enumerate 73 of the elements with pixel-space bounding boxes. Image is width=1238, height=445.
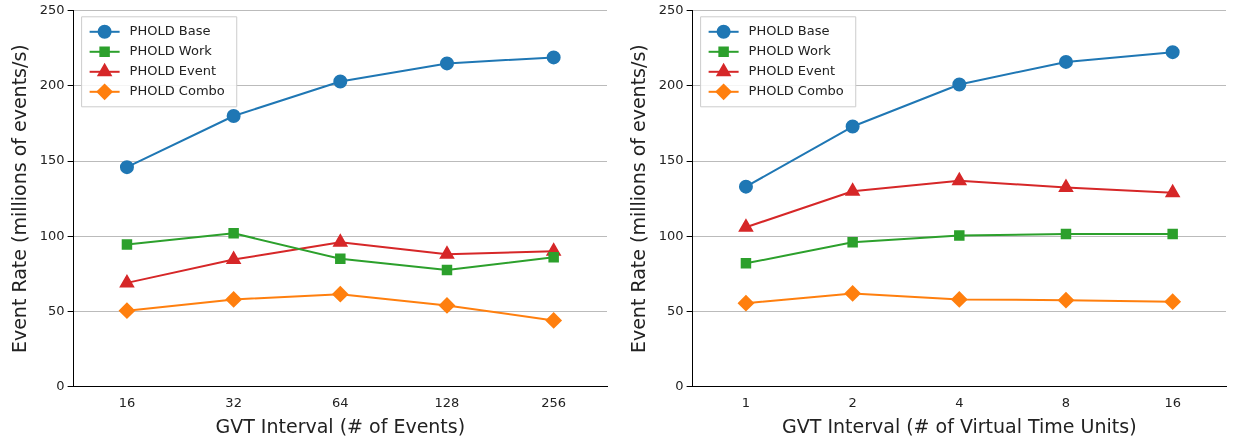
y-tick-label: 200 bbox=[658, 77, 684, 93]
x-tick-label: 256 bbox=[541, 394, 567, 410]
point bbox=[738, 179, 753, 194]
point bbox=[225, 291, 242, 308]
point bbox=[118, 302, 135, 319]
y-tick-label: 0 bbox=[56, 377, 65, 393]
y-axis-title: Event Rate (millions of events/s) bbox=[8, 44, 31, 354]
y-tick-label: 100 bbox=[39, 227, 65, 243]
legend-label: PHOLD Event bbox=[129, 63, 217, 79]
x-tick-label: 128 bbox=[434, 394, 460, 410]
y-tick-label: 150 bbox=[39, 152, 65, 168]
point bbox=[226, 109, 241, 124]
point bbox=[737, 295, 754, 312]
point bbox=[1057, 292, 1074, 309]
legend-label: PHOLD Event bbox=[748, 63, 836, 79]
point bbox=[951, 291, 968, 308]
y-tick-label: 0 bbox=[675, 377, 684, 393]
y-tick-label: 100 bbox=[658, 227, 684, 243]
point bbox=[332, 286, 349, 303]
x-tick-label: 16 bbox=[118, 394, 136, 410]
point bbox=[333, 74, 348, 89]
point bbox=[1167, 228, 1178, 240]
legend-label: PHOLD Base bbox=[129, 23, 211, 39]
y-tick-label: 50 bbox=[48, 302, 65, 318]
point bbox=[1058, 54, 1073, 69]
point bbox=[333, 234, 348, 247]
point bbox=[119, 160, 134, 175]
legend-label: PHOLD Combo bbox=[129, 83, 225, 99]
y-tick-label: 50 bbox=[667, 302, 684, 318]
legend-label: PHOLD Work bbox=[748, 43, 832, 59]
point bbox=[740, 258, 752, 269]
point bbox=[738, 219, 754, 232]
point bbox=[335, 253, 346, 265]
x-tick-label: 32 bbox=[225, 394, 242, 410]
point bbox=[439, 56, 454, 71]
x-tick-label: 2 bbox=[848, 394, 857, 410]
y-tick-label: 200 bbox=[39, 77, 65, 93]
x-axis-title: GVT Interval (# of Events) bbox=[215, 414, 466, 437]
point bbox=[845, 183, 860, 196]
legend-label: PHOLD Work bbox=[129, 43, 213, 59]
y-tick-label: 150 bbox=[658, 152, 684, 168]
point bbox=[845, 119, 860, 134]
legend-label: PHOLD Combo bbox=[748, 83, 844, 99]
x-tick-label: 64 bbox=[332, 394, 349, 410]
x-tick-label: 16 bbox=[1164, 394, 1181, 410]
point bbox=[1165, 184, 1180, 198]
point bbox=[121, 239, 133, 250]
point bbox=[952, 172, 967, 186]
legend-label: PHOLD Base bbox=[748, 23, 830, 39]
point bbox=[1058, 179, 1074, 192]
x-tick-label: 1 bbox=[741, 394, 751, 410]
y-axis-title: Event Rate (millions of events/s) bbox=[627, 44, 650, 354]
point bbox=[548, 252, 559, 263]
point bbox=[844, 285, 861, 302]
point bbox=[1165, 45, 1180, 60]
point bbox=[546, 50, 561, 65]
point bbox=[954, 230, 965, 241]
x-tick-label: 8 bbox=[1061, 394, 1071, 410]
point bbox=[439, 246, 455, 259]
point bbox=[119, 274, 135, 288]
point bbox=[545, 312, 562, 329]
point bbox=[1164, 293, 1181, 310]
point bbox=[228, 228, 239, 239]
point bbox=[847, 237, 858, 248]
x-axis-title: GVT Interval (# of Virtual Time Units) bbox=[782, 414, 1137, 437]
y-tick-label: 250 bbox=[39, 2, 65, 18]
point bbox=[952, 77, 967, 92]
y-tick-label: 250 bbox=[658, 2, 684, 18]
x-tick-label: 4 bbox=[955, 394, 964, 410]
point bbox=[438, 297, 455, 314]
point bbox=[441, 264, 453, 276]
point bbox=[1060, 228, 1072, 240]
point bbox=[226, 251, 241, 265]
